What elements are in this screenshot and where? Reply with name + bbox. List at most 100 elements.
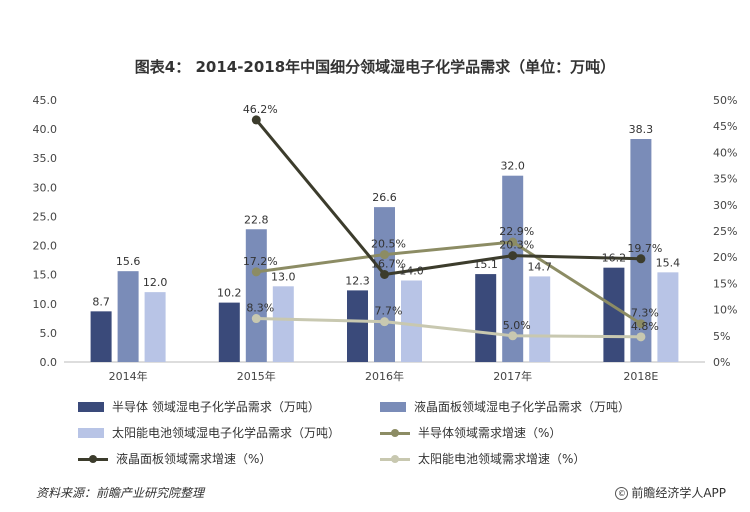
line-data-label: 7.3%	[631, 307, 659, 320]
bar	[529, 276, 551, 362]
series-line	[255, 118, 641, 276]
line-series-group	[251, 115, 646, 342]
legend-item: 半导体领域需求增速（%）	[380, 424, 561, 442]
x-tick-label: 2015年	[237, 369, 276, 383]
bar-data-label: 13.0	[271, 270, 296, 283]
line-point	[251, 314, 261, 324]
bar	[272, 286, 294, 362]
y-left-tick-label: 30.0	[33, 181, 58, 194]
x-tick-label: 2017年	[493, 369, 532, 383]
y-right-tick-label: 15%	[713, 277, 737, 290]
y-right-tick-label: 5%	[713, 330, 730, 343]
y-right-tick-label: 10%	[713, 304, 737, 317]
bar-data-label: 14.7	[527, 260, 552, 273]
y-right-tick-label: 45%	[713, 120, 737, 133]
bar-data-label: 8.7	[92, 295, 110, 308]
y-left-tick-label: 40.0	[33, 123, 58, 136]
y-left-tick-label: 5.0	[40, 327, 58, 340]
y-left-tick-label: 25.0	[33, 210, 58, 223]
bar-data-label: 15.6	[116, 255, 141, 268]
legend-line-marker	[78, 454, 108, 464]
legend-dot	[89, 455, 97, 463]
combo-chart: 0.0 5.0 10.0 15.0 20.0 25.0 30.0 35.0 40.0 45.0 0%…	[33, 94, 738, 383]
x-tick-label: 2018E	[623, 370, 658, 383]
line-data-label: 20.5%	[371, 238, 406, 251]
bar	[90, 311, 112, 362]
y-right-tick-label: 0%	[713, 356, 730, 369]
bar-data-label: 14.0	[399, 264, 424, 277]
line-data-label: 7.7%	[375, 305, 403, 318]
line-data-label: 16.7%	[371, 257, 406, 270]
legend-dot	[391, 429, 399, 437]
y-right-tick-label: 20%	[713, 251, 737, 264]
y-left-tick-label: 10.0	[33, 298, 58, 311]
y-right-tick-label: 35%	[713, 173, 737, 186]
bar	[630, 139, 652, 362]
legend-line-marker	[380, 428, 410, 438]
line-point	[636, 319, 646, 329]
bar-series-group	[90, 139, 679, 362]
line-data-label: 46.2%	[243, 103, 278, 116]
line-point	[251, 267, 261, 277]
chart-title: 图表4： 2014-2018年中国细分领域湿电子化学品需求（单位：万吨）	[134, 58, 616, 76]
bar	[657, 272, 679, 362]
y-left-tick-label: 45.0	[33, 94, 58, 107]
bar-data-label: 38.3	[629, 123, 654, 136]
bar	[603, 267, 625, 362]
bar	[144, 292, 166, 362]
y-left-tick-label: 20.0	[33, 240, 58, 253]
legend-label: 液晶面板领域需求增速（%）	[116, 452, 272, 466]
line-point	[380, 250, 389, 260]
bar-data-label: 26.6	[372, 191, 397, 204]
line-point	[380, 317, 389, 327]
line-point	[508, 237, 518, 247]
legend-label: 太阳能电池领域湿电子化学品需求（万吨）	[112, 426, 341, 440]
legend-item: 太阳能电池领域需求增速（%）	[380, 450, 585, 468]
bar	[218, 302, 240, 362]
line-data-label: 22.9%	[499, 225, 534, 238]
bar-data-label: 12.0	[143, 276, 168, 289]
line-point	[251, 115, 261, 125]
y-left-tick-label: 0.0	[40, 356, 58, 369]
line-data-label: 5.0%	[503, 319, 531, 332]
bar-data-label: 15.4	[656, 256, 681, 269]
y-right-tick-label: 40%	[713, 146, 737, 159]
bar-data-label: 12.3	[345, 274, 370, 287]
legend-label: 半导体领域需求增速（%）	[418, 426, 562, 440]
bar-data-label: 16.2	[602, 252, 627, 265]
line-data-label: 20.3%	[499, 239, 534, 252]
line-point	[508, 331, 518, 341]
chart-axes: 0.0 5.0 10.0 15.0 20.0 25.0 30.0 35.0 40.0 45.0 0%…	[33, 94, 738, 383]
bar	[475, 274, 497, 362]
legend-dot	[391, 455, 399, 463]
bar-data-label: 10.2	[217, 287, 242, 300]
legend-label: 太阳能电池领域需求增速（%）	[418, 452, 586, 466]
bar	[502, 175, 524, 362]
line-data-label: 4.8%	[631, 320, 659, 333]
y-right-tick-label: 25%	[713, 225, 737, 238]
series-line	[256, 317, 641, 339]
bar	[374, 207, 395, 362]
copyright-icon: ©	[615, 487, 629, 500]
line-data-label: 19.7%	[627, 242, 662, 255]
y-left-tick-label: 35.0	[33, 152, 58, 165]
x-tick-label: 2016年	[365, 369, 404, 383]
y-right-tick-label: 50%	[713, 94, 737, 107]
data-label-group: 8.7 10.2 12.3 15.1 16.2 15.6 22.8 26.6 32.0 38.3 1…	[92, 103, 680, 333]
legend-line-marker	[380, 454, 410, 464]
series-line	[256, 240, 642, 326]
bar-data-label: 32.0	[500, 160, 525, 173]
line-point	[636, 332, 646, 342]
legend-swatch	[78, 402, 104, 412]
line-data-label: 8.3%	[246, 302, 274, 315]
legend-swatch	[380, 402, 406, 412]
bar	[347, 290, 368, 362]
bar-data-label: 15.1	[473, 258, 498, 271]
legend-item: 太阳能电池领域湿电子化学品需求（万吨）	[78, 424, 340, 442]
line-point	[508, 251, 518, 261]
brand-credit: © 前瞻经济学人APP	[615, 484, 726, 501]
line-point	[636, 254, 646, 264]
bar	[245, 229, 267, 362]
legend-item: 液晶面板领域湿电子化学品需求（万吨）	[380, 398, 630, 416]
legend-item: 半导体 领域湿电子化学品需求（万吨）	[78, 398, 320, 416]
